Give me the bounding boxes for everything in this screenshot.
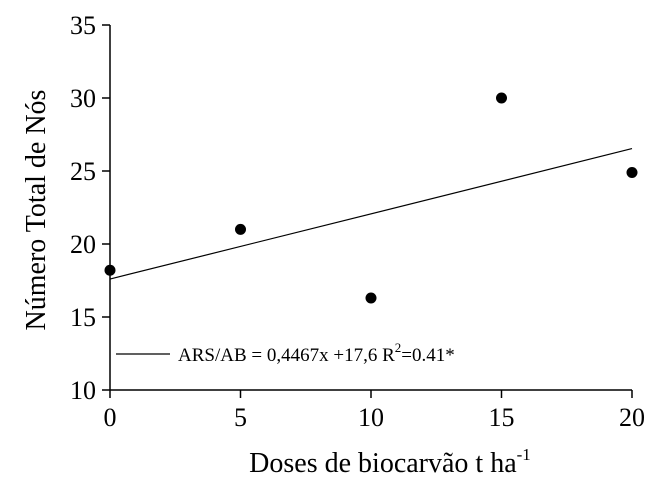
y-tick-label: 25	[70, 157, 96, 186]
x-axis-ticks: 0 5 10 15 20	[104, 390, 645, 432]
x-tick-label: 10	[358, 403, 384, 432]
x-axis-title: Doses de biocarvão t ha-1	[249, 445, 531, 477]
legend-label-superscript: 2	[395, 340, 402, 355]
x-axis-title-text: Doses de biocarvão t ha	[249, 448, 517, 477]
data-point	[104, 264, 116, 276]
legend-label-main: ARS/AB = 0,4467x +17,6 R	[178, 345, 395, 366]
data-point	[365, 292, 377, 304]
data-points	[104, 92, 638, 304]
y-tick-label: 30	[70, 84, 96, 113]
x-tick-label: 0	[104, 403, 117, 432]
y-axis-title: Número Total de Nós	[21, 90, 52, 331]
legend-label-tail: =0.41*	[401, 345, 454, 366]
y-tick-label: 20	[70, 230, 96, 259]
legend: ARS/AB = 0,4467x +17,6 R2=0.41*	[116, 340, 455, 366]
legend-label: ARS/AB = 0,4467x +17,6 R2=0.41*	[178, 340, 455, 366]
x-axis-title-superscript: -1	[517, 445, 531, 464]
x-tick-label: 15	[489, 403, 515, 432]
trendline	[109, 148, 633, 280]
x-tick-label: 5	[234, 403, 247, 432]
y-axis-ticks: 10 15 20 25 30 35	[70, 11, 110, 405]
data-point	[235, 223, 246, 235]
data-point	[626, 166, 638, 178]
x-tick-label: 20	[619, 403, 645, 432]
y-tick-label: 35	[70, 11, 96, 40]
data-point	[496, 92, 507, 104]
y-tick-label: 10	[70, 376, 96, 405]
y-tick-label: 15	[70, 303, 96, 332]
